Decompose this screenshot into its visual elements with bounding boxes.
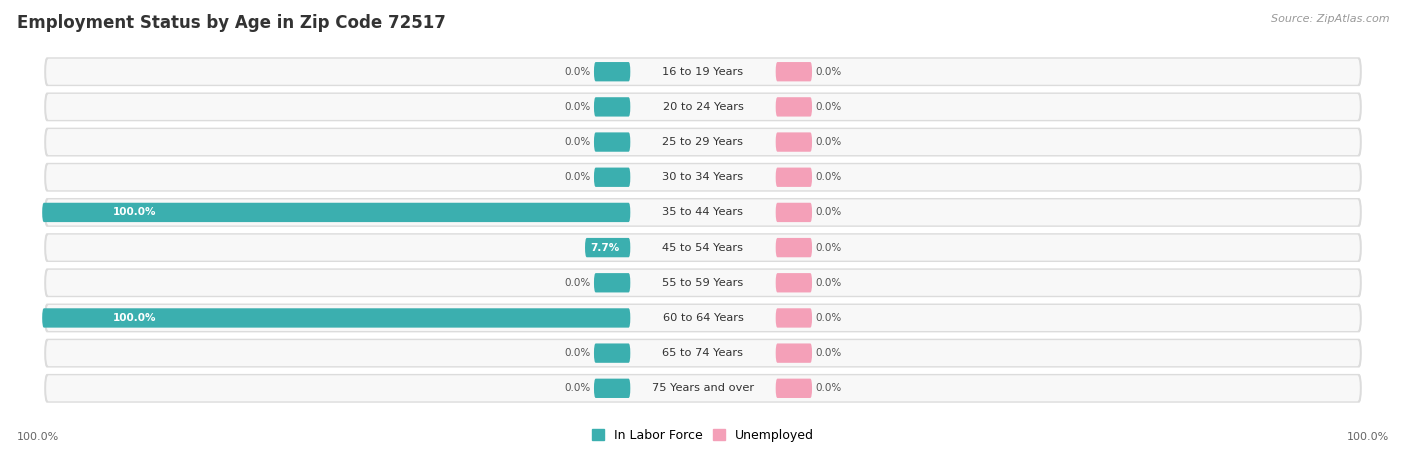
FancyBboxPatch shape bbox=[44, 198, 1362, 227]
Text: 100.0%: 100.0% bbox=[17, 432, 59, 442]
FancyBboxPatch shape bbox=[593, 97, 630, 116]
Text: 0.0%: 0.0% bbox=[815, 102, 842, 112]
FancyBboxPatch shape bbox=[585, 238, 630, 257]
FancyBboxPatch shape bbox=[46, 375, 1360, 401]
Text: Source: ZipAtlas.com: Source: ZipAtlas.com bbox=[1271, 14, 1389, 23]
Text: 65 to 74 Years: 65 to 74 Years bbox=[662, 348, 744, 358]
Text: 0.0%: 0.0% bbox=[815, 243, 842, 253]
Text: Employment Status by Age in Zip Code 72517: Employment Status by Age in Zip Code 725… bbox=[17, 14, 446, 32]
FancyBboxPatch shape bbox=[46, 235, 1360, 261]
Text: 0.0%: 0.0% bbox=[815, 348, 842, 358]
Text: 0.0%: 0.0% bbox=[815, 313, 842, 323]
Text: 45 to 54 Years: 45 to 54 Years bbox=[662, 243, 744, 253]
FancyBboxPatch shape bbox=[42, 203, 630, 222]
Text: 30 to 34 Years: 30 to 34 Years bbox=[662, 172, 744, 182]
FancyBboxPatch shape bbox=[44, 57, 1362, 86]
FancyBboxPatch shape bbox=[46, 305, 1360, 331]
Text: 0.0%: 0.0% bbox=[564, 102, 591, 112]
FancyBboxPatch shape bbox=[46, 94, 1360, 120]
FancyBboxPatch shape bbox=[46, 340, 1360, 366]
Text: 100.0%: 100.0% bbox=[1347, 432, 1389, 442]
Text: 0.0%: 0.0% bbox=[815, 207, 842, 217]
Text: 0.0%: 0.0% bbox=[815, 137, 842, 147]
FancyBboxPatch shape bbox=[44, 92, 1362, 121]
Text: 0.0%: 0.0% bbox=[815, 383, 842, 393]
FancyBboxPatch shape bbox=[46, 164, 1360, 190]
FancyBboxPatch shape bbox=[776, 168, 813, 187]
FancyBboxPatch shape bbox=[593, 62, 630, 81]
FancyBboxPatch shape bbox=[776, 97, 813, 116]
FancyBboxPatch shape bbox=[593, 344, 630, 363]
FancyBboxPatch shape bbox=[776, 203, 813, 222]
Text: 16 to 19 Years: 16 to 19 Years bbox=[662, 67, 744, 77]
Text: 60 to 64 Years: 60 to 64 Years bbox=[662, 313, 744, 323]
FancyBboxPatch shape bbox=[44, 233, 1362, 262]
FancyBboxPatch shape bbox=[776, 133, 813, 152]
FancyBboxPatch shape bbox=[776, 238, 813, 257]
Legend: In Labor Force, Unemployed: In Labor Force, Unemployed bbox=[592, 429, 814, 442]
Text: 0.0%: 0.0% bbox=[564, 383, 591, 393]
FancyBboxPatch shape bbox=[46, 59, 1360, 85]
FancyBboxPatch shape bbox=[46, 129, 1360, 155]
FancyBboxPatch shape bbox=[44, 268, 1362, 297]
FancyBboxPatch shape bbox=[46, 199, 1360, 226]
Text: 0.0%: 0.0% bbox=[564, 348, 591, 358]
FancyBboxPatch shape bbox=[44, 163, 1362, 192]
Text: 0.0%: 0.0% bbox=[815, 67, 842, 77]
Text: 100.0%: 100.0% bbox=[112, 313, 156, 323]
FancyBboxPatch shape bbox=[44, 374, 1362, 403]
Text: 20 to 24 Years: 20 to 24 Years bbox=[662, 102, 744, 112]
Text: 55 to 59 Years: 55 to 59 Years bbox=[662, 278, 744, 288]
Text: 75 Years and over: 75 Years and over bbox=[652, 383, 754, 393]
Text: 0.0%: 0.0% bbox=[564, 278, 591, 288]
FancyBboxPatch shape bbox=[776, 62, 813, 81]
Text: 0.0%: 0.0% bbox=[815, 172, 842, 182]
Text: 25 to 29 Years: 25 to 29 Years bbox=[662, 137, 744, 147]
FancyBboxPatch shape bbox=[593, 168, 630, 187]
FancyBboxPatch shape bbox=[776, 344, 813, 363]
FancyBboxPatch shape bbox=[776, 379, 813, 398]
FancyBboxPatch shape bbox=[46, 270, 1360, 296]
FancyBboxPatch shape bbox=[593, 379, 630, 398]
Text: 0.0%: 0.0% bbox=[564, 172, 591, 182]
FancyBboxPatch shape bbox=[44, 304, 1362, 332]
Text: 100.0%: 100.0% bbox=[112, 207, 156, 217]
FancyBboxPatch shape bbox=[593, 133, 630, 152]
FancyBboxPatch shape bbox=[593, 273, 630, 292]
Text: 0.0%: 0.0% bbox=[564, 67, 591, 77]
FancyBboxPatch shape bbox=[44, 128, 1362, 156]
Text: 7.7%: 7.7% bbox=[591, 243, 620, 253]
FancyBboxPatch shape bbox=[42, 308, 630, 327]
FancyBboxPatch shape bbox=[776, 308, 813, 327]
FancyBboxPatch shape bbox=[776, 273, 813, 292]
Text: 0.0%: 0.0% bbox=[815, 278, 842, 288]
Text: 0.0%: 0.0% bbox=[564, 137, 591, 147]
FancyBboxPatch shape bbox=[44, 339, 1362, 368]
Text: 35 to 44 Years: 35 to 44 Years bbox=[662, 207, 744, 217]
